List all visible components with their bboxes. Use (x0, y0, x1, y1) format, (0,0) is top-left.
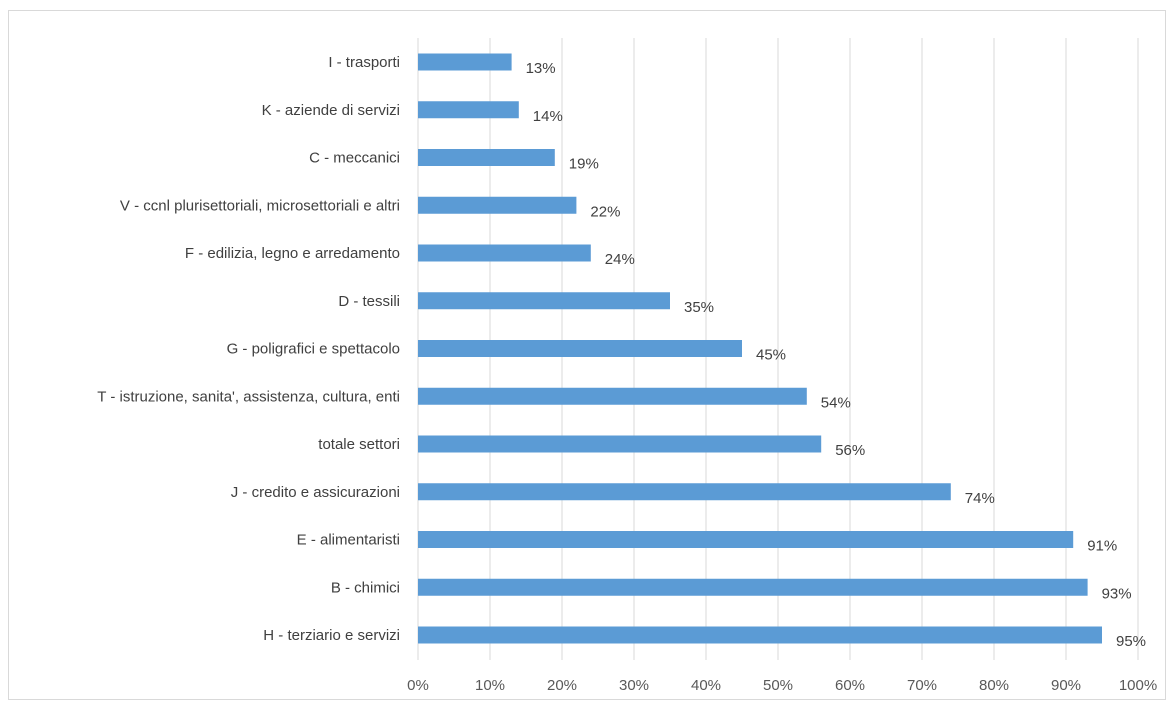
bar (418, 387, 807, 405)
data-label: 54% (821, 394, 851, 411)
x-tick-label: 80% (979, 677, 1009, 694)
x-tick-label: 40% (691, 677, 721, 694)
data-label: 19% (569, 156, 599, 173)
x-tick-label: 10% (475, 677, 505, 694)
category-label: B - chimici (331, 579, 400, 596)
data-label: 13% (526, 60, 556, 77)
data-label: 56% (835, 442, 865, 459)
gridlines (417, 38, 1139, 660)
bar (418, 531, 1074, 548)
x-tick-label: 50% (763, 677, 793, 694)
data-label: 91% (1087, 538, 1117, 555)
category-label: E - alimentaristi (297, 532, 400, 549)
x-tick-label: 60% (835, 677, 865, 694)
category-label: T - istruzione, sanita', assistenza, cul… (97, 388, 400, 405)
bar (418, 53, 512, 71)
bar (418, 578, 1088, 596)
bar (418, 626, 1102, 644)
category-label: F - edilizia, legno e arredamento (185, 245, 400, 262)
x-tick-label: 20% (547, 677, 577, 694)
data-label: 45% (756, 347, 786, 364)
bar (418, 483, 951, 501)
bar (418, 435, 822, 453)
bar (418, 149, 555, 166)
x-tick-label: 0% (407, 677, 429, 694)
x-tick-label: 70% (907, 677, 937, 694)
bar (418, 196, 577, 214)
data-label: 24% (605, 251, 635, 268)
category-label: V - ccnl plurisettoriali, microsettorial… (120, 197, 400, 214)
data-label: 22% (590, 203, 620, 220)
data-label: 35% (684, 299, 714, 316)
data-label: 14% (533, 108, 563, 125)
category-label: H - terziario e servizi (263, 627, 400, 644)
x-tick-label: 30% (619, 677, 649, 694)
x-tick-label: 90% (1051, 677, 1081, 694)
category-label: I - trasporti (328, 54, 400, 71)
category-label: G - poligrafici e spettacolo (227, 341, 400, 358)
bar (418, 292, 670, 310)
bars (418, 53, 1102, 644)
bar (418, 101, 519, 119)
category-label: J - credito e assicurazioni (231, 484, 400, 501)
category-label: totale settori (318, 436, 400, 453)
x-tick-label: 100% (1119, 677, 1157, 694)
category-label: D - tessili (338, 293, 400, 310)
data-label: 93% (1102, 585, 1132, 602)
category-label: C - meccanici (309, 150, 400, 167)
data-label: 95% (1116, 633, 1146, 650)
data-label: 74% (965, 490, 995, 507)
category-label: K - aziende di servizi (262, 102, 400, 119)
bar (418, 340, 742, 357)
bar (418, 244, 591, 262)
